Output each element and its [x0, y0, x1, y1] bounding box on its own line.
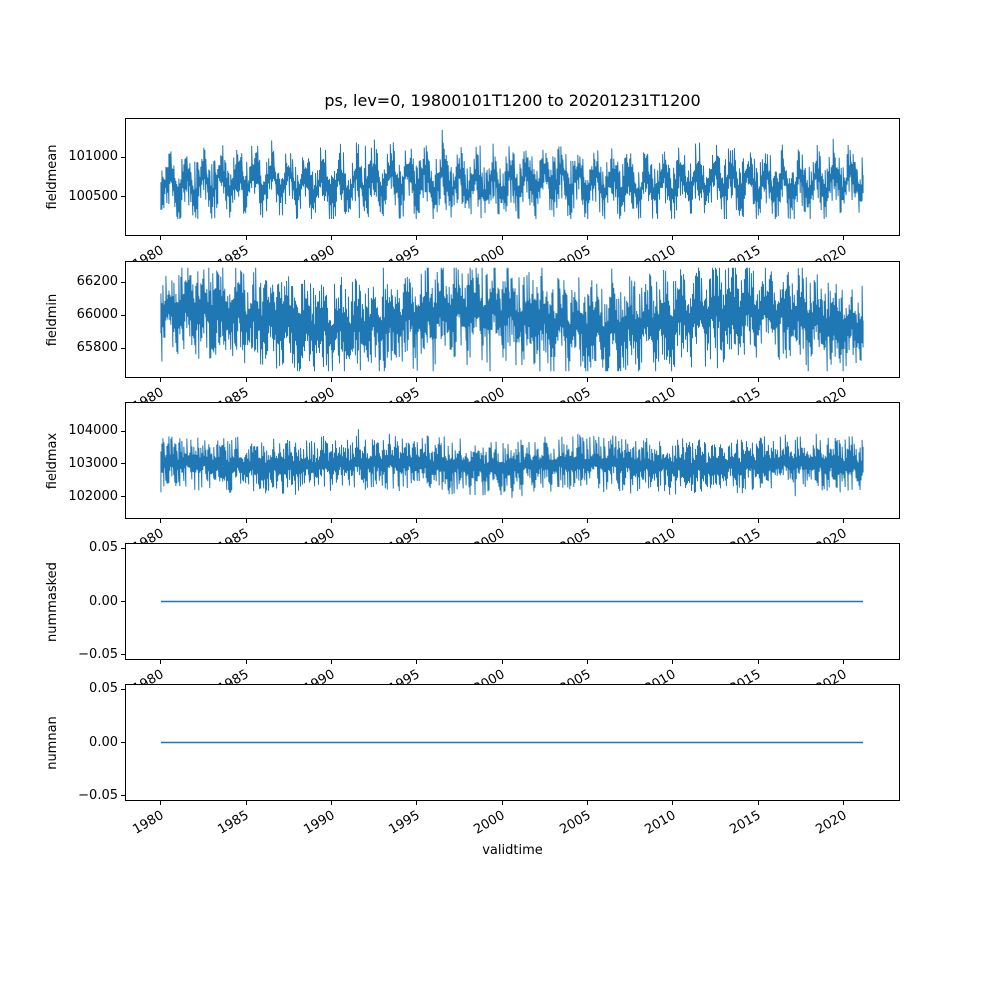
x-tick-mark — [331, 236, 333, 240]
y-tick-mark — [121, 463, 125, 465]
numnan-series-line — [160, 741, 864, 744]
x-tick-mark — [245, 660, 247, 664]
x-tick-mark — [331, 801, 333, 805]
x-tick-mark — [587, 660, 589, 664]
nummasked-series-line — [160, 600, 864, 603]
fieldmin-line — [160, 267, 864, 372]
x-tick-mark — [160, 519, 162, 523]
y-tick-label: 104000 — [68, 423, 118, 438]
x-tick-mark — [672, 236, 674, 240]
plot-area-nummasked — [125, 543, 900, 660]
y-tick-mark — [121, 496, 125, 498]
x-tick-mark — [245, 801, 247, 805]
y-tick-label: 0.05 — [89, 681, 118, 697]
x-tick-mark — [416, 378, 418, 382]
plot-area-numnan — [125, 684, 900, 801]
y-tick-mark — [121, 156, 125, 158]
x-tick-mark — [672, 801, 674, 805]
plot-area-fieldmin — [125, 261, 900, 378]
x-tick-mark — [587, 236, 589, 240]
x-tick-mark — [501, 236, 503, 240]
y-tick-label: 0.05 — [89, 540, 118, 556]
x-tick-mark — [843, 801, 845, 805]
x-tick-mark — [416, 660, 418, 664]
plot-area-fieldmean — [125, 118, 900, 236]
x-tick-mark — [843, 378, 845, 382]
fieldmax-series-line — [160, 429, 864, 498]
x-tick-mark — [843, 236, 845, 240]
x-tick-mark — [672, 660, 674, 664]
x-tick-mark — [160, 801, 162, 805]
y-tick-mark — [121, 601, 125, 602]
x-tick-mark — [245, 378, 247, 382]
y-tick-mark — [121, 281, 125, 283]
y-tick-label: 0.00 — [89, 593, 118, 609]
x-tick-mark — [757, 236, 759, 240]
x-tick-mark — [416, 236, 418, 240]
fieldmean-series-line — [160, 129, 864, 219]
y-tick-mark — [121, 688, 125, 690]
y-tick-mark — [121, 654, 125, 656]
x-tick-mark — [843, 519, 845, 523]
x-tick-mark — [501, 519, 503, 523]
x-tick-mark — [501, 378, 503, 382]
y-tick-mark — [121, 547, 125, 549]
figure-title: ps, lev=0, 19800101T1200 to 20201231T120… — [324, 91, 701, 110]
x-tick-mark — [331, 660, 333, 664]
y-tick-mark — [121, 196, 125, 198]
plot-area-fieldmax — [125, 402, 900, 519]
x-tick-mark — [245, 236, 247, 240]
y-tick-mark — [121, 430, 125, 432]
x-tick-mark — [501, 660, 503, 664]
x-tick-mark — [757, 801, 759, 805]
y-tick-label: 65800 — [76, 340, 118, 356]
y-tick-label: −0.05 — [78, 787, 118, 803]
x-tick-mark — [245, 519, 247, 523]
y-tick-mark — [121, 314, 125, 316]
x-tick-mark — [331, 378, 333, 382]
x-tick-mark — [587, 801, 589, 805]
y-tick-mark — [121, 795, 125, 797]
fieldmax-line — [160, 429, 864, 498]
x-tick-mark — [843, 660, 845, 664]
x-tick-mark — [757, 519, 759, 523]
x-tick-mark — [331, 519, 333, 523]
x-tick-mark — [160, 378, 162, 382]
y-tick-label: 102000 — [68, 488, 118, 504]
y-tick-label: 66200 — [76, 274, 118, 290]
y-tick-mark — [121, 347, 125, 349]
fieldmin-series-line — [160, 267, 864, 372]
fieldmean-line — [160, 129, 864, 219]
y-tick-label: −0.05 — [78, 646, 118, 662]
x-tick-mark — [672, 378, 674, 382]
y-tick-label: 101000 — [68, 149, 118, 165]
x-tick-mark — [160, 660, 162, 664]
x-tick-mark — [587, 519, 589, 523]
x-axis-label: validtime — [482, 843, 543, 858]
x-tick-mark — [757, 660, 759, 664]
y-tick-label: 0.00 — [89, 734, 118, 750]
x-tick-mark — [160, 236, 162, 240]
y-tick-label: 103000 — [68, 455, 118, 471]
x-tick-mark — [416, 801, 418, 805]
x-tick-mark — [501, 801, 503, 805]
y-tick-label: 66000 — [76, 307, 118, 323]
x-tick-mark — [757, 378, 759, 382]
x-tick-mark — [587, 378, 589, 382]
x-tick-mark — [672, 519, 674, 523]
x-tick-mark — [416, 519, 418, 523]
y-tick-label: 100500 — [68, 188, 118, 204]
y-tick-mark — [121, 742, 125, 743]
